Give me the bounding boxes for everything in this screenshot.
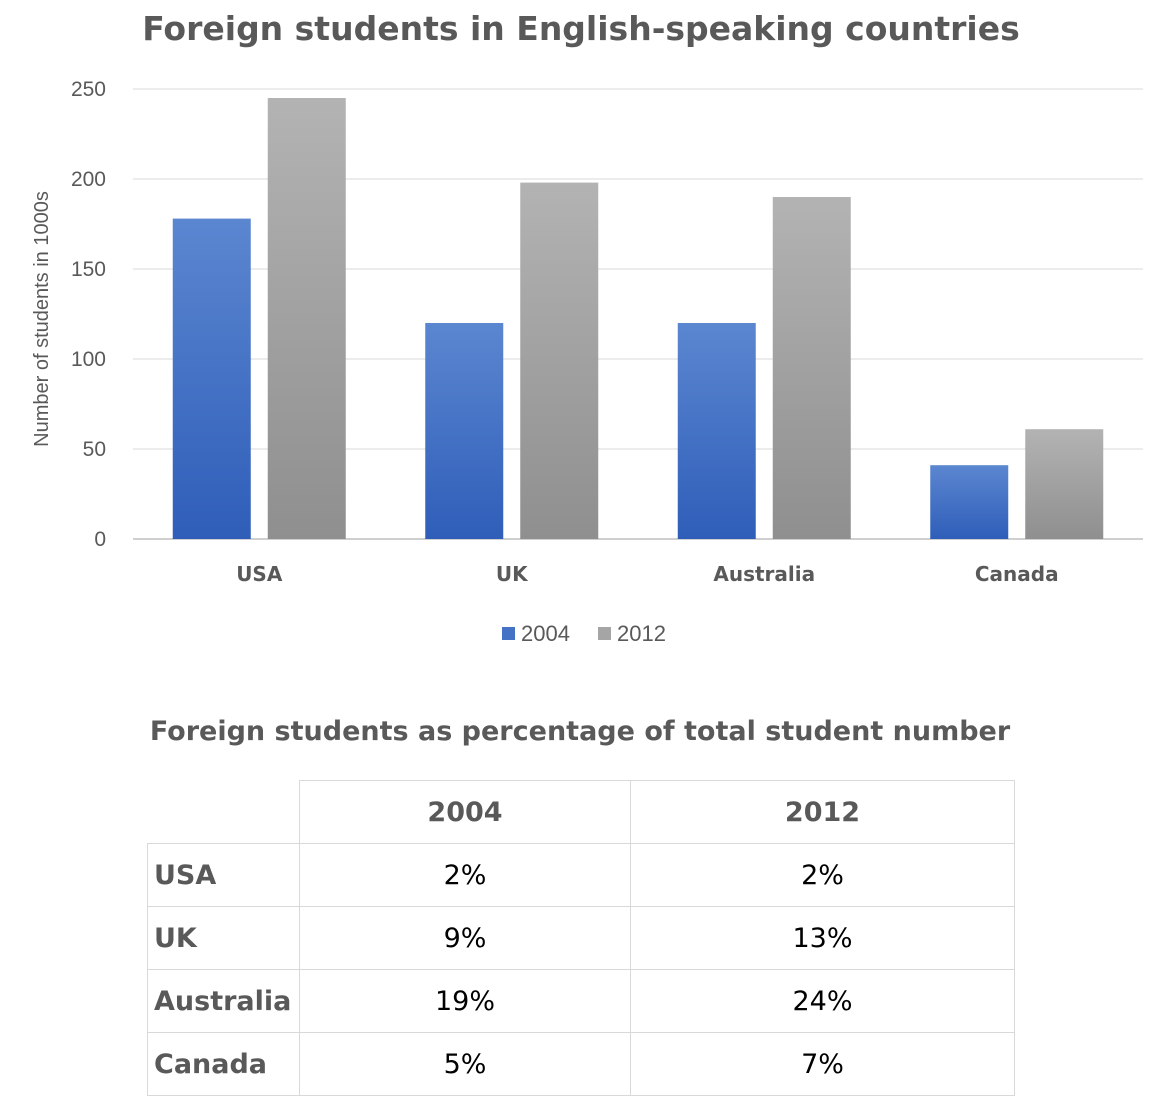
- bar-australia-2012: [772, 197, 851, 539]
- row-header-australia: Australia: [147, 969, 300, 1033]
- row-header-canada: Canada: [147, 1032, 300, 1096]
- legend-label-2012: 2012: [617, 621, 666, 646]
- table-row-australia: Australia 19% 24%: [147, 969, 1015, 1033]
- bar-usa-2004: [172, 218, 251, 539]
- x-tick-label: Canada: [975, 562, 1059, 586]
- table-row-uk: UK 9% 13%: [147, 906, 1015, 970]
- bar-chart: Foreign students in English-speaking cou…: [31, 9, 1143, 646]
- table-row-canada: Canada 5% 7%: [147, 1032, 1015, 1096]
- y-tick-label: 250: [71, 78, 106, 101]
- cell-uk-2012: 13%: [630, 906, 1015, 970]
- bar-usa-2012: [267, 98, 346, 539]
- x-tick-label: UK: [496, 562, 529, 586]
- y-axis-label: Number of students in 1000s: [31, 191, 53, 447]
- bar-uk-2004: [425, 323, 504, 539]
- cell-australia-2012: 24%: [630, 969, 1015, 1033]
- column-header-2004: 2004: [299, 780, 631, 844]
- bar-australia-2004: [677, 323, 756, 539]
- bar-canada-2012: [1025, 429, 1104, 539]
- legend-swatch-2012: [598, 627, 611, 640]
- table-header-row: 2004 2012: [147, 780, 1015, 844]
- y-tick-label: 50: [83, 438, 106, 461]
- percentage-table: 2004 2012 USA 2% 2% UK 9% 13% Australia …: [147, 780, 1015, 1096]
- cell-canada-2012: 7%: [630, 1032, 1015, 1096]
- row-header-uk: UK: [147, 906, 300, 970]
- bar-canada-2004: [930, 465, 1009, 539]
- legend-swatch-2004: [502, 627, 515, 640]
- y-tick-labels: 0 50 100 150 200 250: [71, 78, 106, 551]
- chart-title: Foreign students in English-speaking cou…: [142, 9, 1020, 48]
- y-tick-label: 200: [71, 168, 106, 191]
- x-tick-label: Australia: [713, 562, 815, 586]
- row-header-usa: USA: [147, 843, 300, 907]
- bars: [172, 98, 1104, 539]
- bar-uk-2012: [520, 182, 599, 539]
- y-tick-label: 100: [71, 348, 106, 371]
- legend: 2004 2012: [502, 621, 666, 646]
- table-corner-cell: [147, 780, 300, 844]
- cell-uk-2004: 9%: [299, 906, 631, 970]
- cell-australia-2004: 19%: [299, 969, 631, 1033]
- x-tick-labels: USA UK Australia Canada: [236, 562, 1058, 586]
- x-tick-label: USA: [236, 562, 283, 586]
- table-row-usa: USA 2% 2%: [147, 843, 1015, 907]
- cell-canada-2004: 5%: [299, 1032, 631, 1096]
- legend-label-2004: 2004: [521, 621, 570, 646]
- y-tick-label: 0: [94, 528, 106, 551]
- table-title: Foreign students as percentage of total …: [149, 716, 1011, 747]
- column-header-2012: 2012: [630, 780, 1015, 844]
- y-tick-label: 150: [71, 258, 106, 281]
- cell-usa-2012: 2%: [630, 843, 1015, 907]
- cell-usa-2004: 2%: [299, 843, 631, 907]
